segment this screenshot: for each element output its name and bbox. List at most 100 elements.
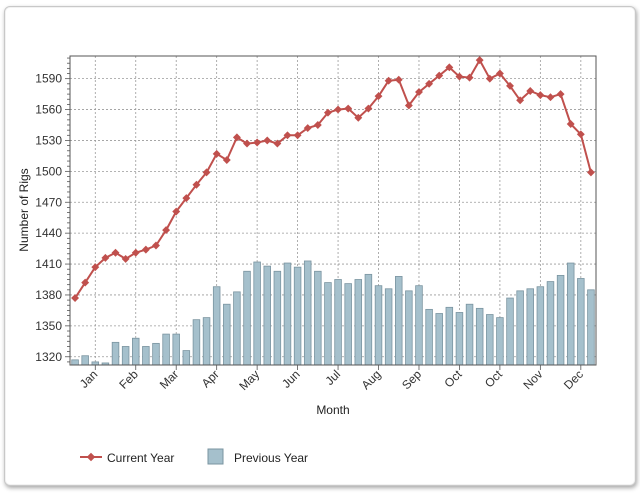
y-tick-label: 1320: [35, 350, 62, 364]
bar-previous-year: [152, 342, 160, 366]
x-tick-label: Aug: [359, 367, 384, 392]
bar-previous-year: [577, 278, 585, 366]
y-tick-label: 1350: [35, 319, 62, 333]
current-year-point: [202, 168, 211, 177]
bar-previous-year: [364, 273, 373, 366]
current-year-point: [273, 139, 282, 148]
y-tick-label: 1590: [35, 72, 62, 86]
x-tick-label: Oct: [482, 367, 506, 391]
bar-previous-year: [314, 270, 322, 366]
bar-previous-year: [455, 312, 464, 366]
legend-current-year: Current Year: [80, 451, 174, 465]
current-year-point: [182, 194, 191, 203]
bar-previous-year: [212, 286, 221, 366]
bar-previous-year: [111, 341, 120, 366]
bar-previous-year: [192, 319, 201, 366]
current-year-point: [212, 149, 221, 158]
y-tick-label: 1380: [35, 288, 62, 302]
current-year-point: [516, 96, 525, 105]
bar-previous-year: [71, 359, 79, 366]
current-year-point: [293, 131, 302, 140]
current-year-point: [576, 130, 585, 139]
legend-current-year-label: Current Year: [107, 451, 174, 465]
current-year-point: [586, 168, 595, 177]
y-tick-label: 1530: [35, 133, 62, 147]
bar-previous-year: [223, 303, 231, 366]
x-tick-label: Mar: [157, 367, 182, 392]
bar-previous-year: [435, 313, 443, 366]
bar-previous-year: [303, 260, 312, 366]
bar-previous-year: [516, 290, 524, 366]
bar-previous-year: [162, 333, 170, 366]
bar-previous-year: [202, 317, 211, 366]
bar-previous-year: [334, 279, 342, 366]
bar-previous-year: [253, 261, 261, 366]
legend: Current Year Previous Year: [80, 448, 308, 465]
bar-previous-year: [486, 314, 494, 366]
bar-previous-year: [182, 350, 191, 366]
bar-previous-year: [395, 276, 403, 366]
bar-previous-year: [587, 289, 595, 366]
bar-previous-year: [465, 303, 474, 366]
plot-border: [69, 55, 597, 366]
bar-previous-year: [374, 285, 383, 366]
x-tick-label: Jun: [279, 367, 303, 391]
current-year-point: [141, 245, 150, 254]
x-tick-label: Jan: [77, 367, 101, 391]
bar-previous-year: [233, 291, 241, 366]
y-axis-title: Number of Rigs: [17, 168, 31, 251]
bar-previous-year: [566, 262, 575, 366]
bar-previous-year: [283, 262, 292, 366]
x-tick-label: Dec: [561, 367, 586, 392]
bar-previous-year: [496, 317, 504, 366]
current-year-point: [101, 253, 110, 262]
bar-previous-year: [273, 270, 282, 366]
x-tick-label: Nov: [520, 367, 545, 392]
y-tick-label: 1410: [35, 257, 62, 271]
bar-previous-year: [384, 288, 393, 366]
current-year-point: [111, 248, 120, 257]
legend-previous-year-label: Previous Year: [234, 451, 308, 465]
y-tick-label: 1440: [35, 226, 62, 240]
y-tick-label: 1560: [35, 103, 62, 117]
bar-previous-year: [344, 283, 352, 366]
bar-previous-year: [415, 285, 423, 366]
bar-previous-year: [172, 333, 180, 366]
bar-previous-year: [324, 282, 332, 366]
bar-previous-year: [243, 270, 251, 366]
legend-bar-swatch: [207, 448, 224, 465]
current-year-point: [131, 248, 140, 257]
current-year-point: [192, 180, 201, 189]
x-tick-label: Jul: [322, 367, 343, 388]
bar-previous-year: [81, 355, 89, 366]
bar-previous-year: [132, 337, 140, 366]
bar-previous-year: [263, 265, 271, 366]
x-tick-label: Feb: [116, 367, 141, 392]
bar-previous-year: [556, 274, 565, 366]
bar-previous-year: [536, 286, 545, 366]
current-year-point: [253, 138, 262, 147]
bar-previous-year: [506, 297, 514, 366]
bar-previous-year: [293, 266, 302, 366]
current-year-point: [162, 226, 171, 235]
bar-previous-year: [142, 346, 150, 366]
current-year-point: [152, 241, 160, 250]
bar-previous-year: [354, 279, 363, 366]
x-tick-label: May: [236, 367, 262, 393]
x-axis-title: Month: [316, 403, 349, 417]
bar-previous-year: [475, 307, 484, 366]
bar-previous-year: [526, 288, 534, 366]
current-year-point: [303, 124, 312, 133]
x-tick-label: Sep: [399, 367, 424, 392]
y-tick-label: 1500: [35, 164, 62, 178]
current-year-point: [222, 156, 231, 164]
bar-previous-year: [546, 281, 555, 366]
legend-line-marker: [86, 452, 96, 462]
legend-previous-year: Previous Year: [207, 448, 308, 465]
x-tick-label: Oct: [441, 367, 465, 391]
bar-previous-year: [405, 290, 413, 366]
current-year-point: [283, 131, 292, 140]
y-tick-label: 1470: [35, 195, 62, 209]
current-year-point: [263, 136, 272, 145]
